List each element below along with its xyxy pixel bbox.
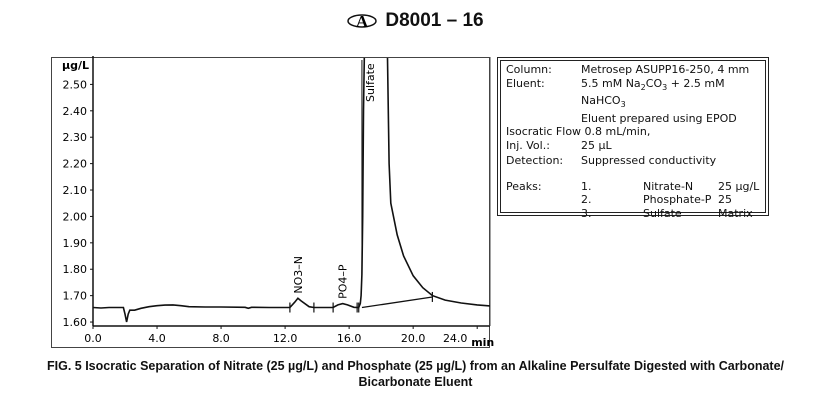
legend-key: Detection: (506, 154, 564, 168)
peak-label-nitrate: NO3–N (292, 256, 305, 294)
y-tick-label: 1.90 (63, 237, 88, 250)
peak-num: 3. (581, 206, 592, 220)
peak-num: 2. (581, 193, 592, 207)
y-tick-label: 2.10 (63, 184, 88, 197)
legend-key: Column: (506, 63, 552, 76)
legend-value: 5.5 mM Na2CO3 + 2.5 mM NaHCO3 (581, 76, 725, 110)
y-tick-label: 1.60 (63, 316, 88, 329)
chromatogram-trace (93, 58, 490, 323)
peak-amount: Matrix (718, 206, 753, 220)
x-axis-label: min (471, 336, 494, 349)
y-tick-label: 2.20 (63, 158, 88, 171)
peak-amount: 25 µg/L (718, 179, 760, 193)
x-tick-label: 16.0 (337, 332, 362, 345)
peak-name: Nitrate-N (643, 179, 694, 193)
x-tick-label: 8.0 (212, 332, 230, 345)
legend-key: Isocratic Flow (506, 125, 582, 139)
y-tick-label: 2.40 (63, 105, 88, 118)
peak-label-sulfate: Sulfate (364, 63, 377, 102)
designation: D8001 – 16 (385, 10, 484, 32)
x-tick-label: 20.0 (401, 332, 426, 345)
peak-num: 1. (581, 179, 592, 193)
document-header: A D8001 – 16 (0, 8, 831, 34)
y-tick-label: 2.50 (63, 78, 88, 91)
legend-value: Eluent prepared using EPOD (581, 111, 737, 125)
astm-logo-icon: A (347, 12, 378, 31)
conditions-legend: Column: Metrosep ASUPP16-250, 4 mm Eluent… (497, 57, 769, 220)
legend-key: Eluent: (506, 76, 545, 90)
legend-key: Inj. Vol.: (506, 138, 550, 152)
y-axis-label: µg/L (62, 59, 89, 72)
x-tick-label: 24.0 (443, 332, 468, 345)
caption-line: Bicarbonate Eluent (358, 375, 473, 389)
x-tick-label: 12.0 (273, 332, 298, 345)
peak-amount: 25 (718, 193, 732, 207)
legend-value: 0.8 mL/min, (584, 125, 651, 139)
caption-line: FIG. 5 Isocratic Separation of Nitrate (… (47, 359, 784, 373)
plot-area (93, 58, 490, 323)
y-tick-label: 1.80 (63, 263, 88, 276)
x-tick-label: 4.0 (148, 332, 166, 345)
y-tick-label: 2.00 (63, 210, 88, 223)
x-tick-label: 0.0 (84, 332, 102, 345)
figure-caption: FIG. 5 Isocratic Separation of Nitrate (… (0, 358, 831, 390)
y-tick-label: 1.70 (63, 290, 88, 303)
legend-value: 25 µL (581, 138, 612, 152)
legend-value: Suppressed conductivity (581, 154, 717, 168)
legend-value: Metrosep ASUPP16-250, 4 mm (581, 63, 750, 76)
peak-name: Sulfate (643, 206, 682, 220)
legend-key: Peaks: (506, 179, 542, 193)
svg-text:A: A (356, 12, 369, 31)
peak-label-phosphate: PO4–P (337, 264, 350, 299)
y-tick-label: 2.30 (63, 131, 88, 144)
peak-name: Phosphate-P (643, 193, 712, 207)
integration-baseline (361, 296, 433, 309)
